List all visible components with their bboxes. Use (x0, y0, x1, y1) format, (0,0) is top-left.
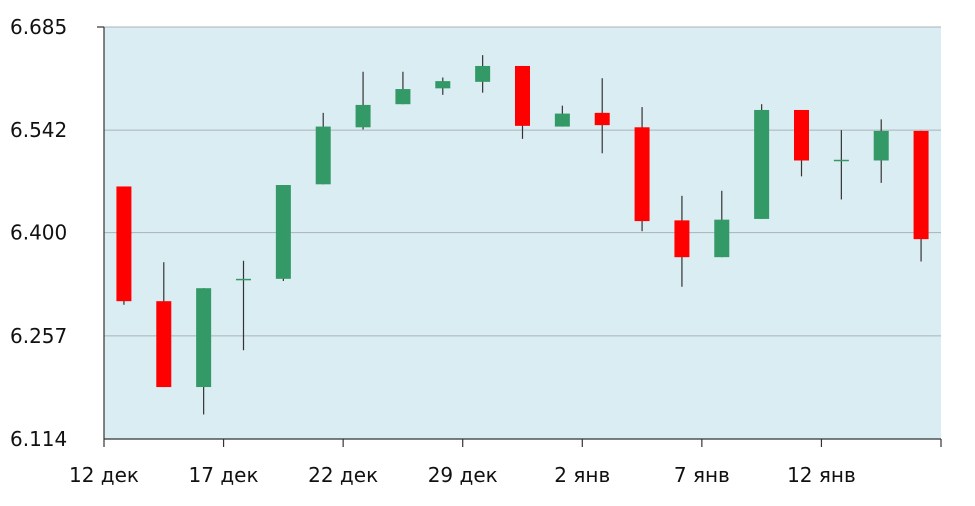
candle (315, 112, 331, 185)
candle-body (395, 89, 411, 105)
candle (236, 260, 251, 351)
candle-body (754, 109, 770, 219)
candle-body (475, 65, 491, 82)
y-tick-label: 6.114 (10, 427, 67, 451)
candle (873, 119, 889, 183)
y-tick-labels: 6.114 6.257 6.400 6.542 6.685 (10, 15, 67, 451)
candle-body (554, 113, 570, 127)
candle (156, 262, 172, 388)
candle-body (275, 185, 291, 279)
candle-body (236, 278, 251, 281)
y-tick-label: 6.542 (10, 118, 67, 142)
candle (435, 77, 451, 95)
candle (196, 288, 212, 415)
candles (116, 55, 929, 415)
candle-body (794, 109, 809, 161)
candle (833, 130, 849, 200)
candle (714, 190, 730, 258)
x-tick-label: 2 янв (554, 463, 610, 487)
candle (674, 195, 690, 287)
candle (594, 78, 610, 154)
candle (116, 186, 132, 305)
candle (794, 109, 809, 177)
candle-body (435, 81, 451, 89)
y-tick-label: 6.400 (10, 221, 67, 245)
candle (355, 71, 371, 130)
y-tick-label: 6.257 (10, 324, 67, 348)
candle-body (355, 104, 371, 128)
candle (754, 104, 770, 219)
candle-body (833, 159, 849, 162)
candle-body (315, 126, 331, 185)
candle (275, 185, 291, 281)
candle (554, 105, 570, 127)
candle-body (515, 65, 530, 126)
candle (395, 71, 411, 105)
x-tick-label: 17 дек (189, 463, 259, 487)
x-tick-label: 7 янв (674, 463, 730, 487)
candle-body (913, 130, 929, 240)
x-tick-label: 12 дек (69, 463, 139, 487)
x-tick-label: 12 янв (787, 463, 856, 487)
y-tick-label: 6.685 (10, 15, 67, 39)
x-tick-label: 29 дек (428, 463, 498, 487)
candle (475, 55, 491, 93)
candle-body (873, 130, 889, 161)
candle (634, 107, 650, 232)
candle (515, 65, 530, 139)
candle-body (634, 127, 650, 222)
candle (913, 130, 929, 262)
candle-body (196, 288, 212, 388)
axes (97, 26, 942, 447)
candle-body (714, 219, 730, 258)
candle-body (156, 301, 172, 388)
x-tick-label: 22 дек (308, 463, 378, 487)
x-tick-labels: 12 дек 17 дек 22 дек 29 дек 2 янв 7 янв 12 янв (69, 463, 856, 487)
candle-body (594, 112, 610, 126)
candle-body (674, 220, 690, 258)
candle-body (116, 186, 132, 302)
